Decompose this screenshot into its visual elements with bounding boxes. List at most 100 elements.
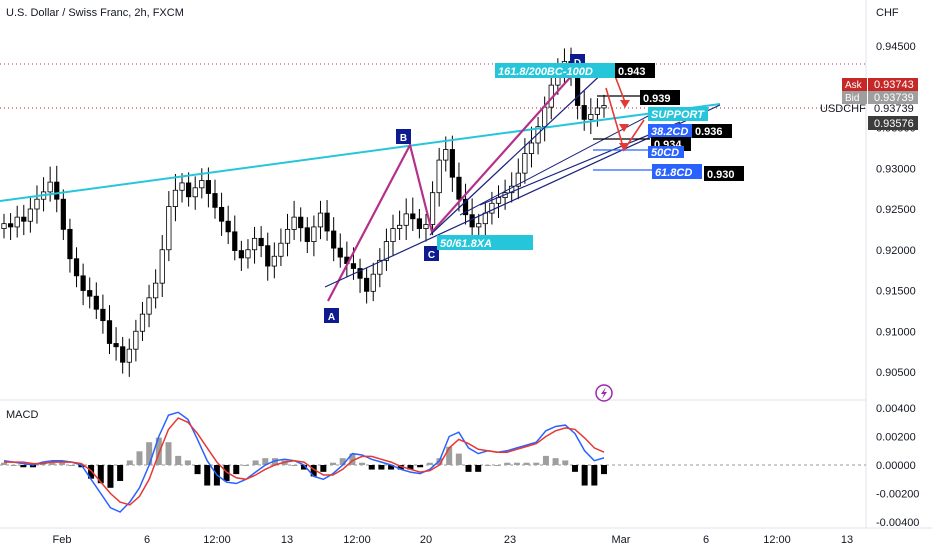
- point-c-marker[interactable]: C: [424, 246, 439, 261]
- macd-histogram-bar: [378, 465, 385, 470]
- time-axis-label: Feb: [53, 534, 72, 546]
- point-a-marker[interactable]: A: [324, 308, 339, 323]
- macd-histogram-bar: [484, 465, 491, 466]
- symbol-badge: USDCHF 0.93739: [820, 103, 914, 115]
- time-axis-label: 12:00: [203, 534, 231, 546]
- cd-618-label[interactable]: 61.8CD: [652, 164, 702, 179]
- harmonic-pattern-line[interactable]: [327, 71, 576, 302]
- cd-382-label[interactable]: 38.2CD: [648, 124, 694, 138]
- lightning-icon[interactable]: [595, 384, 613, 402]
- candle-body: [245, 249, 251, 259]
- bc-ratio-text: 161.8/200BC-100D: [498, 66, 593, 78]
- candle-body: [383, 241, 390, 261]
- macd-histogram-bar: [107, 465, 114, 488]
- cyan-trendline[interactable]: [0, 103, 721, 202]
- currency-label: CHF: [876, 7, 899, 19]
- price-943-label[interactable]: 0.943: [615, 63, 655, 78]
- arrow-head-3: [619, 143, 629, 151]
- macd-histogram-bar: [310, 465, 317, 477]
- cd-50-text: 50CD: [651, 147, 679, 159]
- candle-body: [416, 218, 422, 229]
- xa-ratio-label[interactable]: 50/61.8XA: [437, 235, 533, 250]
- macd-histogram-bar: [571, 465, 578, 472]
- candle-body: [153, 282, 159, 299]
- candle-body: [403, 213, 409, 226]
- macd-tick-label: 0.00400: [876, 403, 916, 415]
- macd-histogram-bar: [136, 451, 143, 465]
- time-axis[interactable]: Feb 6 12:00 13 12:00 20 23 Mar 6 12:00 13: [53, 534, 854, 546]
- candle-body: [528, 142, 535, 154]
- macd-histogram-bar: [30, 465, 37, 468]
- candles-layer: [1, 47, 607, 377]
- candle-body: [482, 212, 488, 225]
- bc-ratio-label[interactable]: 161.8/200BC-100D: [495, 63, 615, 78]
- macd-scale[interactable]: 0.00400 0.00200 0.00000 -0.00200 -0.00400: [876, 403, 919, 529]
- price-tick-label: 0.90500: [876, 367, 916, 379]
- macd-histogram-bar: [233, 465, 240, 475]
- support-text: SUPPORT: [651, 109, 705, 121]
- price-tick-label: 0.93000: [876, 163, 916, 175]
- last-value: 0.93739: [874, 103, 914, 115]
- candle-body: [278, 242, 284, 257]
- channel-line-mid[interactable]: [479, 121, 681, 206]
- candle-body: [113, 343, 119, 348]
- candle-body: [14, 216, 20, 228]
- macd-histogram-bar: [175, 455, 182, 465]
- macd-histogram-bar: [59, 462, 66, 465]
- price-tick-label: 0.91000: [876, 326, 916, 338]
- candle-body: [594, 107, 601, 115]
- macd-histogram-bar: [291, 465, 298, 466]
- macd-histogram-bar: [262, 458, 269, 465]
- candle-body: [284, 228, 291, 244]
- support-label[interactable]: SUPPORT: [648, 107, 708, 121]
- candle-body: [7, 223, 14, 228]
- macd-histogram-bar: [242, 465, 249, 466]
- candle-body: [54, 181, 60, 200]
- channel-line-upper[interactable]: [429, 67, 609, 236]
- cd-50-label[interactable]: 50CD: [648, 146, 684, 159]
- candle-body: [429, 192, 436, 225]
- candle-body: [522, 153, 528, 174]
- time-axis-label: 12:00: [343, 534, 371, 546]
- macd-histogram-bar: [223, 465, 230, 481]
- price-939-label[interactable]: 0.939: [640, 90, 680, 105]
- macd-histogram-bar: [523, 462, 530, 465]
- candle-body: [476, 223, 482, 228]
- macd-histogram-bar: [1, 462, 7, 465]
- candle-body: [390, 228, 396, 242]
- point-b-marker[interactable]: B: [396, 129, 411, 144]
- time-axis-label: 12:00: [763, 534, 791, 546]
- macd-histogram-bar: [504, 462, 511, 465]
- price-tick-label: 0.91500: [876, 286, 916, 298]
- candle-body: [139, 313, 146, 332]
- symbol-label: USDCHF: [820, 103, 866, 115]
- candle-body: [87, 290, 93, 297]
- marker-value: 0.93576: [874, 118, 914, 130]
- arrow-head-2: [619, 124, 629, 132]
- candle-body: [100, 308, 106, 322]
- candle-body: [232, 231, 238, 251]
- time-axis-label: 13: [281, 534, 293, 546]
- macd-histogram-bar: [359, 462, 366, 465]
- macd-histogram-bar: [533, 462, 540, 465]
- candle-body: [238, 250, 244, 259]
- candle-body: [60, 198, 66, 230]
- candle-body: [423, 224, 429, 229]
- price-936-label[interactable]: 0.936: [692, 124, 732, 138]
- candle-body: [456, 176, 462, 200]
- candle-body: [575, 74, 581, 106]
- macd-histogram-bar: [552, 458, 559, 465]
- macd-histogram-bar: [388, 465, 395, 470]
- macd-histogram-bar: [126, 460, 133, 465]
- candle-body: [304, 227, 310, 242]
- candle-body: [601, 105, 607, 109]
- candle-body: [588, 114, 594, 120]
- candle-body: [436, 159, 442, 194]
- macd-histogram-bar: [368, 465, 375, 470]
- macd-histogram-bar: [204, 465, 211, 486]
- candle-body: [159, 249, 165, 284]
- candle-body: [21, 216, 27, 222]
- price-930-label[interactable]: 0.930: [704, 166, 744, 181]
